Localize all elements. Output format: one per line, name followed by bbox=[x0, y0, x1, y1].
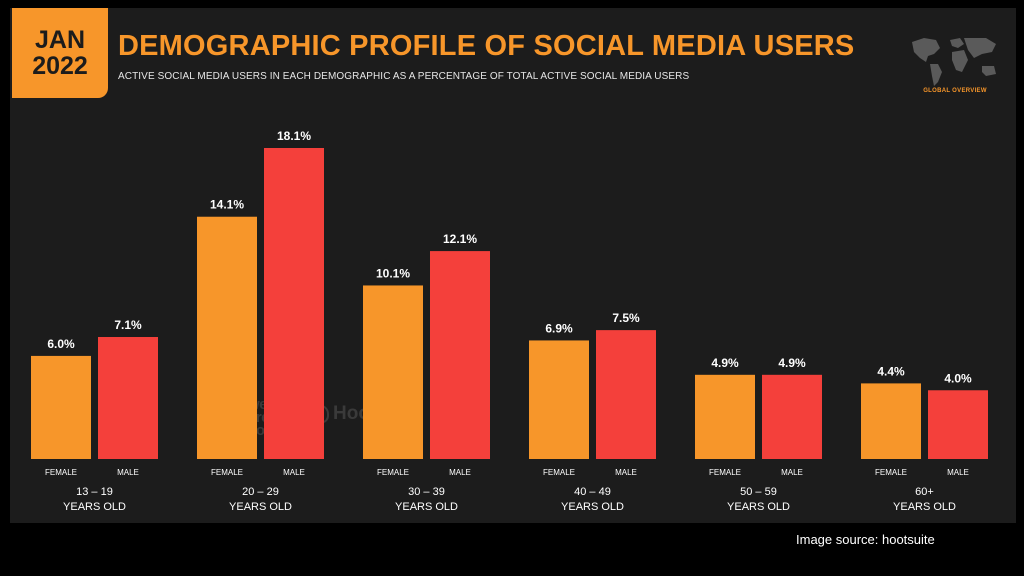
age-group-label: 50 – 59 bbox=[740, 486, 777, 498]
slide-background: JAN 2022 DEMOGRAPHIC PROFILE OF SOCIAL M… bbox=[10, 8, 1016, 523]
male-bar bbox=[928, 390, 988, 459]
female-bar bbox=[31, 355, 91, 459]
age-group-label: 40 – 49 bbox=[574, 486, 611, 498]
male-bar bbox=[762, 374, 822, 459]
value-label: 4.9% bbox=[711, 356, 739, 370]
world-map-icon bbox=[912, 38, 996, 86]
bar-series-label: FEMALE bbox=[875, 468, 907, 477]
page-title: DEMOGRAPHIC PROFILE OF SOCIAL MEDIA USER… bbox=[118, 30, 855, 62]
value-label: 4.9% bbox=[778, 356, 806, 370]
male-bar bbox=[264, 148, 324, 459]
value-label: 12.1% bbox=[443, 232, 477, 246]
badge-year: 2022 bbox=[32, 52, 88, 80]
age-group-label: 13 – 19 bbox=[76, 486, 113, 498]
bar-series-label: MALE bbox=[449, 468, 471, 477]
value-label: 6.9% bbox=[545, 321, 573, 335]
age-group-label: YEARS OLD bbox=[63, 501, 126, 513]
age-group-label: YEARS OLD bbox=[561, 501, 624, 513]
age-group-label: YEARS OLD bbox=[229, 501, 292, 513]
bar-series-label: MALE bbox=[283, 468, 305, 477]
age-group-label: 30 – 39 bbox=[408, 486, 445, 498]
value-label: 4.4% bbox=[877, 364, 905, 378]
age-group-label: YEARS OLD bbox=[395, 501, 458, 513]
date-badge: JAN 2022 bbox=[12, 8, 108, 98]
male-bar bbox=[98, 337, 158, 459]
female-bar bbox=[197, 216, 257, 459]
female-bar bbox=[695, 374, 755, 459]
bar-series-label: FEMALE bbox=[543, 468, 575, 477]
female-bar bbox=[363, 285, 423, 459]
bar-series-label: MALE bbox=[947, 468, 969, 477]
value-label: 7.5% bbox=[612, 311, 640, 325]
global-overview-label: GLOBAL OVERVIEW bbox=[923, 88, 987, 94]
female-bar bbox=[529, 340, 589, 459]
value-label: 18.1% bbox=[277, 129, 311, 143]
value-label: 14.1% bbox=[210, 198, 244, 212]
bar-series-label: FEMALE bbox=[709, 468, 741, 477]
value-label: 6.0% bbox=[47, 337, 75, 351]
age-group-label: 20 – 29 bbox=[242, 486, 279, 498]
bar-series-label: FEMALE bbox=[377, 468, 409, 477]
badge-month: JAN bbox=[34, 26, 85, 54]
value-label: 4.0% bbox=[944, 371, 972, 385]
value-label: 10.1% bbox=[376, 266, 410, 280]
male-bar bbox=[430, 251, 490, 459]
bar-series-label: FEMALE bbox=[211, 468, 243, 477]
bar-series-label: MALE bbox=[781, 468, 803, 477]
bar-series-label: MALE bbox=[615, 468, 637, 477]
bar-series-label: MALE bbox=[117, 468, 139, 477]
bar-series-label: FEMALE bbox=[45, 468, 77, 477]
male-bar bbox=[596, 330, 656, 459]
image-source-note: Image source: hootsuite bbox=[796, 532, 935, 547]
age-group-label: 60+ bbox=[915, 486, 934, 498]
age-group-label: YEARS OLD bbox=[727, 501, 790, 513]
age-group-label: YEARS OLD bbox=[893, 501, 956, 513]
value-label: 7.1% bbox=[114, 318, 142, 332]
page-subtitle: ACTIVE SOCIAL MEDIA USERS IN EACH DEMOGR… bbox=[118, 71, 690, 82]
female-bar bbox=[861, 383, 921, 459]
